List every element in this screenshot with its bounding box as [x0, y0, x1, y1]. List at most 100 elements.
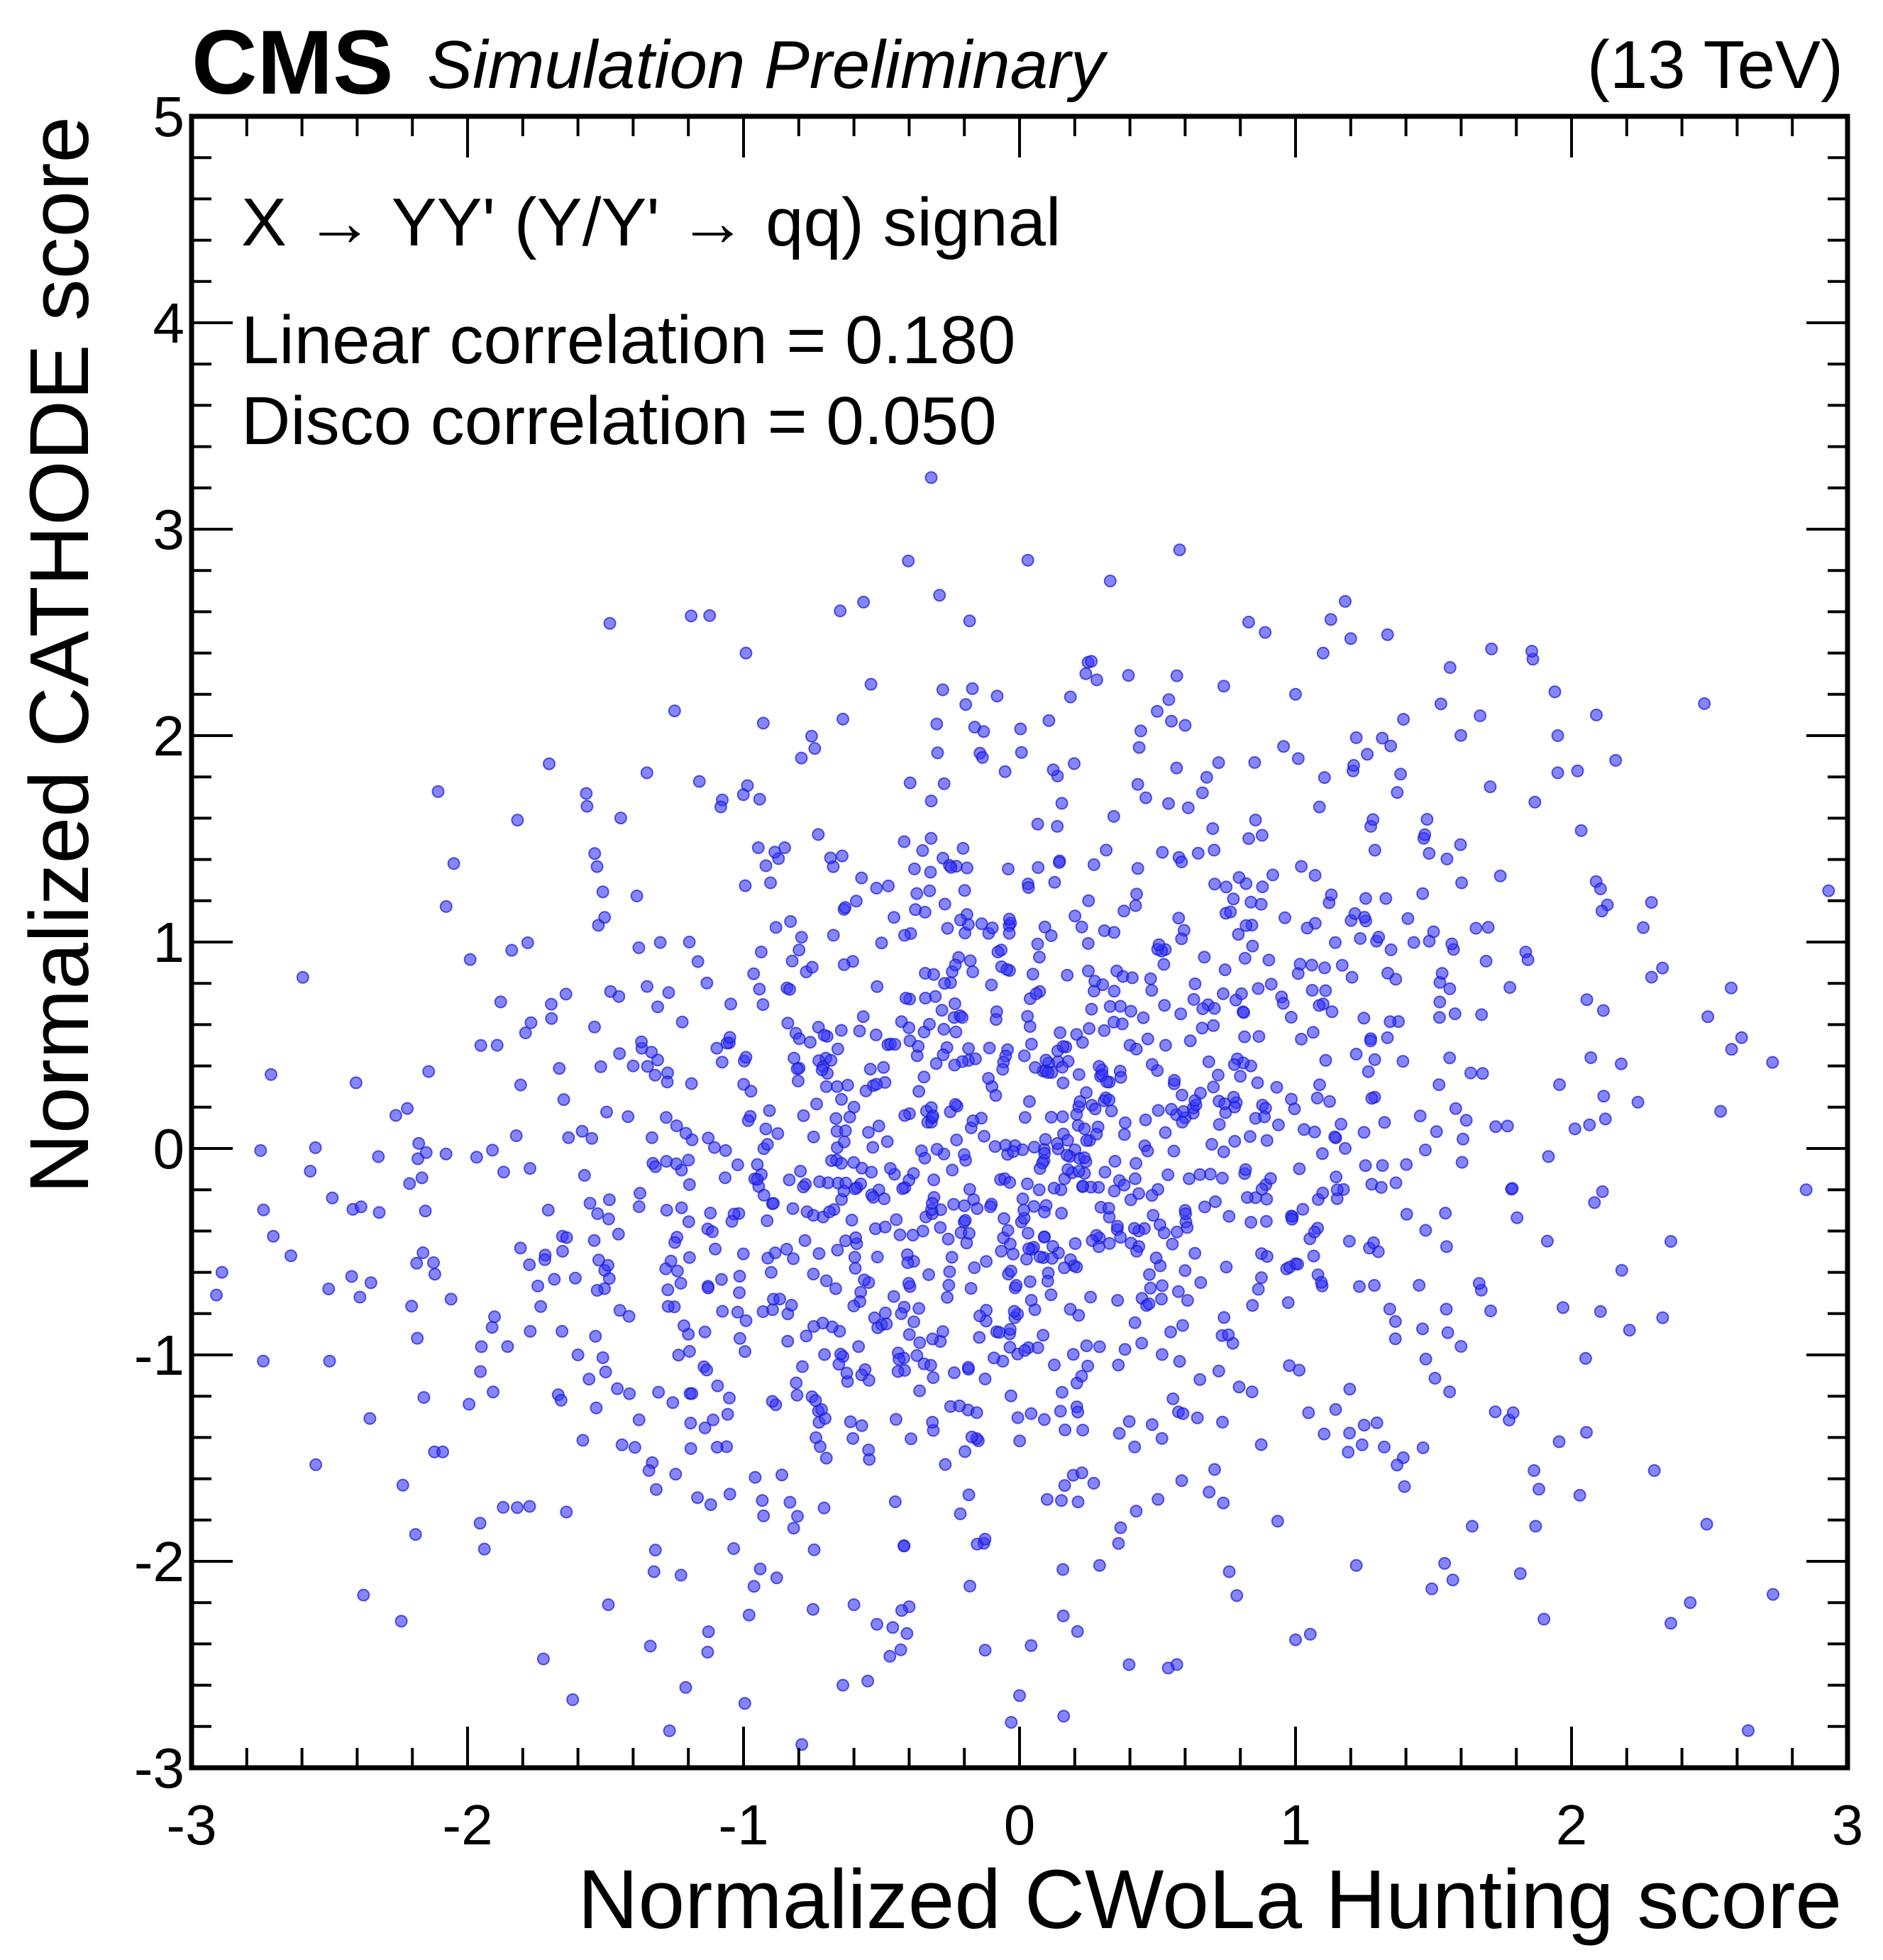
data-point: [1098, 924, 1111, 937]
data-point: [1235, 987, 1248, 1000]
data-point: [553, 1062, 566, 1075]
data-point: [1059, 1423, 1072, 1436]
data-point: [942, 1278, 956, 1292]
data-point: [1176, 1088, 1188, 1102]
data-point: [905, 1432, 917, 1446]
data-point: [602, 1212, 615, 1226]
data-point: [817, 1501, 831, 1515]
data-point: [945, 1251, 959, 1264]
data-point: [781, 1017, 795, 1030]
data-point: [948, 1058, 961, 1072]
data-point: [1038, 1205, 1051, 1219]
data-point: [602, 1272, 616, 1285]
data-point: [1580, 1426, 1593, 1439]
data-point: [1413, 1109, 1427, 1123]
data-point: [1128, 1316, 1142, 1329]
data-point: [1046, 1240, 1059, 1253]
data-point: [1170, 761, 1183, 775]
data-point: [1114, 1000, 1127, 1013]
data-point: [1114, 1070, 1127, 1084]
data-point: [1056, 1110, 1069, 1124]
data-point: [501, 1340, 514, 1353]
data-point: [661, 1300, 675, 1313]
data-point: [1170, 669, 1183, 682]
data-point: [1166, 1237, 1179, 1251]
data-point: [930, 717, 944, 731]
data-point: [1481, 921, 1495, 934]
data-point: [1521, 953, 1535, 966]
data-point: [1448, 1007, 1462, 1021]
data-point: [1058, 1261, 1071, 1275]
data-point: [1435, 967, 1449, 980]
data-point: [1044, 929, 1058, 942]
data-point: [783, 982, 796, 996]
data-point: [1583, 1118, 1596, 1131]
data-point: [666, 1396, 680, 1410]
data-point: [1193, 1168, 1207, 1181]
data-point: [761, 1214, 774, 1227]
data-point: [1542, 1150, 1555, 1163]
data-point: [1349, 1048, 1363, 1061]
data-point: [1018, 1111, 1032, 1124]
data-point: [937, 1022, 951, 1036]
data-point: [890, 1213, 903, 1227]
data-point: [1134, 724, 1147, 738]
data-point: [1044, 1110, 1058, 1124]
data-point: [1056, 1609, 1070, 1622]
data-point: [878, 1192, 891, 1205]
data-point: [477, 1542, 491, 1556]
data-point: [1195, 1021, 1209, 1035]
data-point: [409, 1528, 422, 1541]
data-point: [254, 1144, 267, 1157]
data-point: [1217, 680, 1230, 693]
data-point: [744, 1085, 758, 1098]
data-point: [1664, 1235, 1677, 1248]
data-point: [1111, 1294, 1125, 1307]
data-point: [888, 911, 900, 924]
data-point: [837, 1135, 851, 1148]
data-point: [670, 1119, 683, 1132]
data-point: [1061, 1134, 1074, 1147]
data-point: [1016, 1192, 1029, 1205]
data-point: [571, 1349, 585, 1361]
data-point: [326, 1191, 339, 1205]
data-point: [1472, 1277, 1486, 1290]
data-point: [759, 859, 773, 873]
data-point: [412, 1152, 424, 1166]
data-point: [401, 1102, 414, 1115]
data-point: [848, 1251, 861, 1264]
data-point: [870, 882, 883, 895]
data-point: [1400, 1158, 1413, 1171]
data-point: [1318, 961, 1331, 975]
data-point: [585, 1131, 599, 1145]
data-point: [1343, 1383, 1357, 1396]
data-point: [823, 1205, 836, 1219]
data-point: [1258, 1110, 1271, 1124]
data-point: [1100, 843, 1113, 857]
data-point: [1433, 995, 1447, 1009]
data-point: [444, 1292, 458, 1306]
data-point: [864, 677, 878, 691]
data-point: [560, 1231, 573, 1244]
data-point: [1359, 1159, 1372, 1173]
data-point: [1349, 1558, 1363, 1572]
data-point: [898, 1539, 911, 1553]
data-point: [1202, 1055, 1215, 1068]
data-point: [1211, 1068, 1225, 1082]
data-point: [757, 1509, 771, 1522]
data-point: [1162, 693, 1176, 707]
data-point: [913, 1336, 927, 1349]
data-point: [634, 1187, 646, 1200]
data-point: [1597, 1090, 1611, 1103]
data-point: [410, 1256, 424, 1270]
data-point: [1295, 860, 1308, 873]
data-point: [831, 1244, 844, 1257]
data-point: [1227, 892, 1240, 906]
data-point: [1051, 819, 1064, 833]
data-point: [613, 1304, 626, 1317]
data-point: [895, 1307, 908, 1320]
data-point: [1391, 1458, 1404, 1472]
data-point: [1372, 931, 1386, 943]
data-point: [949, 1097, 962, 1111]
